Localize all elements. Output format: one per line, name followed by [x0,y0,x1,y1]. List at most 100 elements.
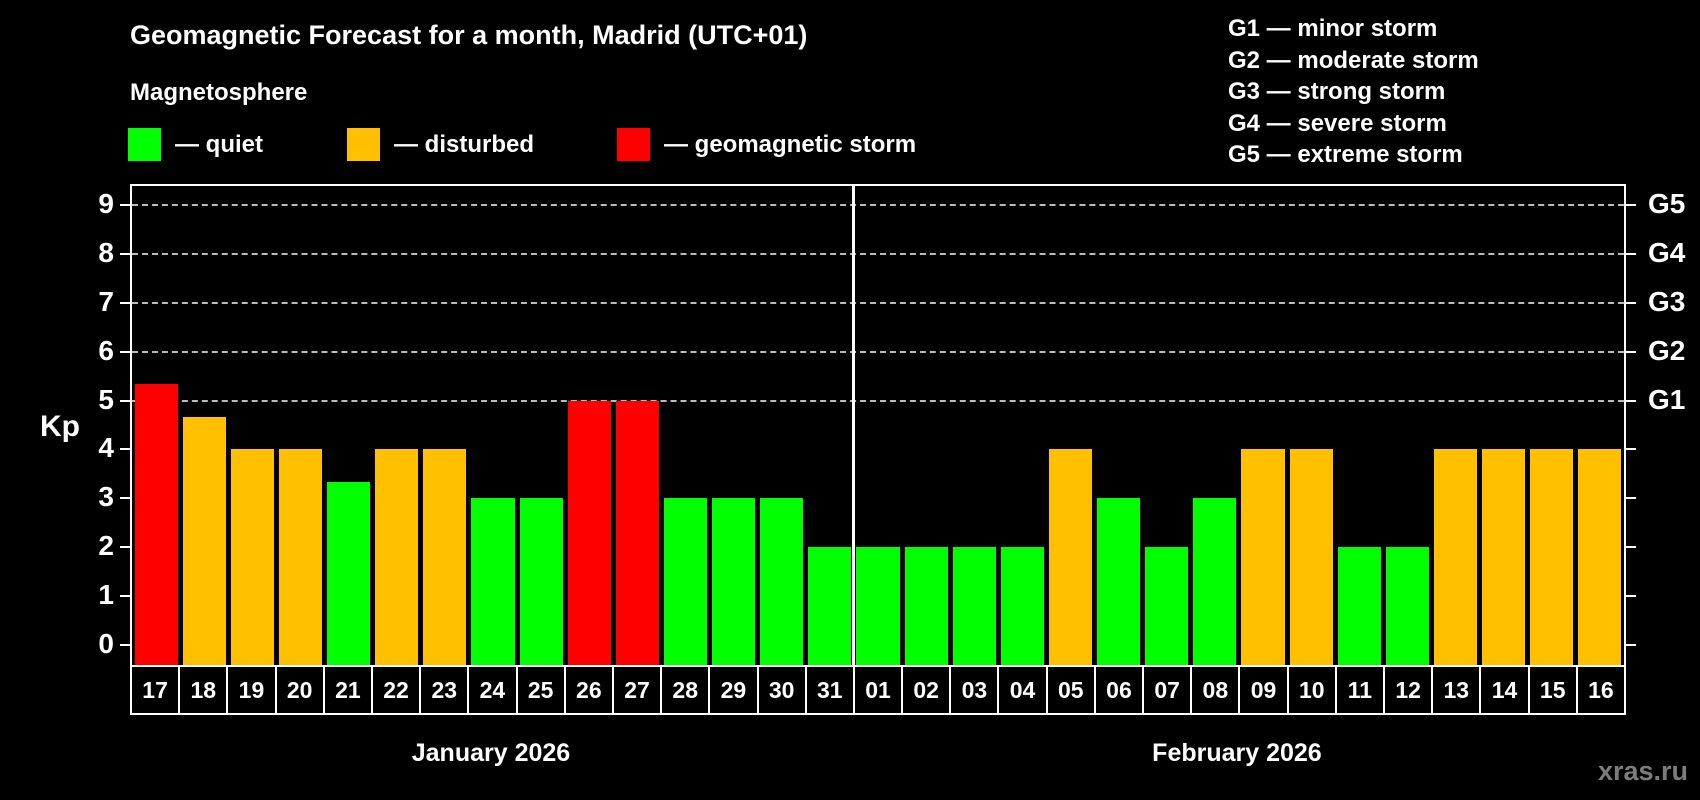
day-label: 18 [180,667,227,713]
kp-bar [1385,547,1429,665]
storm-scale-g1: G1 — minor storm [1228,15,1438,42]
y-axis-tick [120,399,130,402]
day-label: 02 [903,667,950,713]
day-label: 25 [517,667,564,713]
kp-bar [519,498,563,665]
gridline-kp7 [132,301,1624,304]
day-label: 07 [1144,667,1191,713]
y-axis-tick [120,252,130,255]
right-axis-tick [1626,399,1636,402]
disturbed-color-swatch-icon [347,128,380,161]
right-axis-tick [1626,643,1636,646]
day-label: 10 [1288,667,1335,713]
kp-bar [134,384,178,665]
right-axis-tick [1626,595,1636,598]
storm-scale-g4: G4 — severe storm [1228,109,1447,137]
kp-bar [1433,449,1478,665]
y-axis-tick-label: 0 [98,627,114,659]
right-axis-tick [1626,497,1636,500]
day-label: 31 [806,667,853,713]
kp-bar [1530,449,1574,665]
storm-color-swatch-icon [617,128,650,161]
quiet-color-swatch-icon [128,128,161,161]
kp-bar [808,547,852,665]
gridline-kp5 [132,399,1624,402]
gridline-kp6 [132,350,1624,353]
day-label: 28 [662,667,709,713]
day-label: 15 [1529,667,1576,713]
day-label: 21 [324,667,371,713]
kp-bar [327,482,371,665]
day-label: 24 [469,667,516,713]
day-label: 19 [228,667,275,713]
storm-scale-legend: G1 — minor storm G2 — moderate storm G3 … [1228,13,1479,171]
kp-bar [375,449,419,665]
legend-label-quiet: — quiet [175,130,263,158]
day-label: 06 [1095,667,1143,713]
kp-bar [567,400,611,665]
day-label: 03 [951,667,998,713]
g-level-label: G4 [1648,236,1686,268]
kp-bar [230,449,274,665]
y-axis-tick [120,350,130,353]
watermark: xras.ru [1597,756,1688,786]
day-label: 01 [854,667,902,713]
month-label: February 2026 [1152,739,1322,767]
month-label: January 2026 [411,739,571,767]
legend-label-disturbed: — disturbed [394,130,535,158]
day-label: 05 [1047,667,1094,713]
y-axis-tick [120,595,130,598]
right-axis-tick [1626,350,1636,353]
kp-bar [1048,449,1093,665]
day-label: 16 [1577,667,1624,713]
y-axis-tick-label: 5 [98,383,114,415]
y-axis-tick [120,448,130,451]
day-label: 14 [1481,667,1528,713]
day-label: 08 [1192,667,1239,713]
y-axis-tick-label: 4 [98,432,114,464]
y-axis-tick [120,497,130,500]
kp-bar [471,498,515,665]
right-axis-tick [1626,301,1636,304]
month-separator-line [852,186,856,665]
right-axis-tick [1626,448,1636,451]
day-label: 27 [613,667,661,713]
day-label: 26 [565,667,612,713]
day-label: 11 [1336,667,1384,713]
kp-bar [760,498,804,665]
kp-bar [1337,547,1381,665]
legend-label-storm: — geomagnetic storm [664,130,917,158]
page-title: Geomagnetic Forecast for a month, Madrid… [130,20,808,50]
storm-scale-g3: G3 — strong storm [1228,78,1446,105]
kp-bar [1145,547,1189,665]
right-axis-tick [1626,204,1636,207]
legend-item-disturbed: — disturbed [347,128,534,161]
legend-item-quiet: — quiet [128,128,263,161]
y-axis-tick-label: 1 [98,579,114,611]
g-level-label: G3 [1648,285,1686,317]
day-axis-row: 17 18 19 20 21 22 23 24 25 26 27 28 29 30 31 01 02 03 04 05… [130,665,1626,715]
day-label: 12 [1385,667,1432,713]
storm-scale-g5: G5 — extreme storm [1228,141,1463,168]
day-label: 09 [1240,667,1287,713]
kp-bar [615,400,659,665]
kp-bar [712,498,756,665]
kp-bar [1241,449,1285,665]
kp-bar [1482,449,1526,665]
kp-bar [856,547,900,665]
kp-bar [182,416,226,665]
right-axis-tick [1626,252,1636,255]
kp-bar [1193,498,1237,665]
g-level-label: G1 [1648,383,1686,415]
y-axis-tick [120,301,130,304]
y-axis-tick [120,204,130,207]
y-axis-tick [120,643,130,646]
kp-bar [1000,547,1044,665]
gridline-kp9 [132,204,1624,207]
y-axis-tick [120,546,130,549]
y-axis-tick-label: 9 [98,188,114,220]
day-label: 20 [276,667,323,713]
y-axis-title: Kp [40,410,80,443]
day-label: 23 [421,667,468,713]
kp-bar [1289,449,1333,665]
